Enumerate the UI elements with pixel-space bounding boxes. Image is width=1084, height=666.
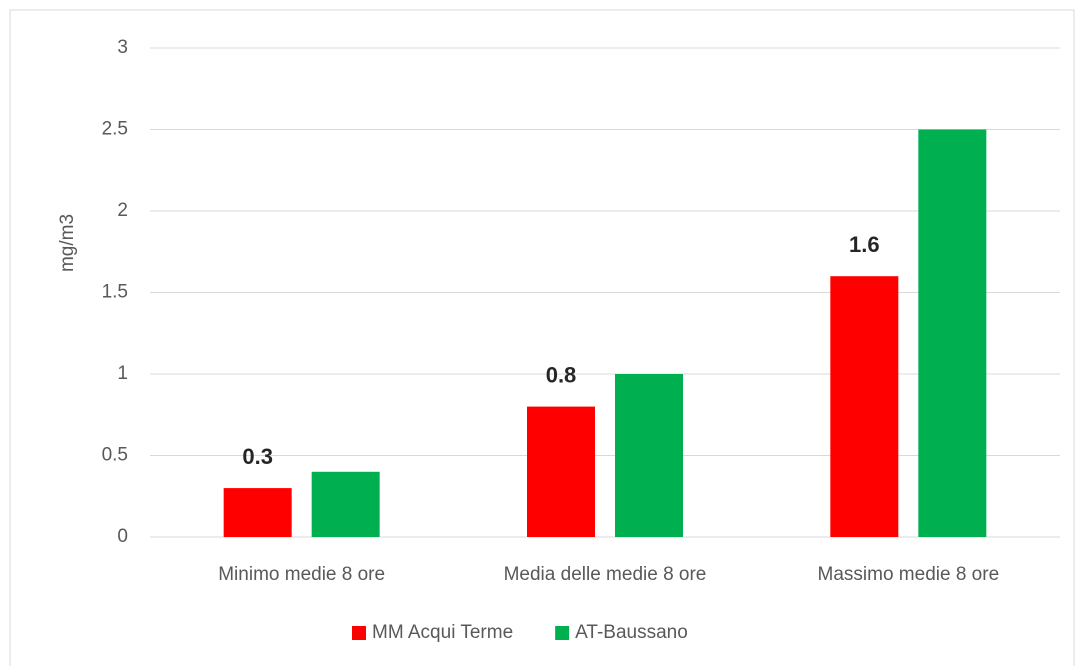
x-tick-label: Media delle medie 8 ore — [504, 564, 707, 585]
bar — [527, 406, 595, 537]
bar — [830, 276, 899, 537]
legend-swatch — [555, 626, 570, 640]
data-label: 0.8 — [546, 362, 577, 387]
legend-label: MM Acqui Terme — [372, 622, 513, 643]
bar — [918, 129, 987, 537]
bar — [311, 471, 380, 537]
y-tick-label: 1.5 — [102, 282, 128, 303]
data-label: 1.6 — [849, 232, 880, 257]
legend-swatch — [352, 626, 366, 640]
y-tick-label: 0.5 — [102, 445, 128, 466]
data-label: 0.3 — [242, 444, 273, 469]
y-tick-label: 2.5 — [102, 119, 128, 140]
y-tick-label: 0 — [117, 526, 128, 547]
bar — [615, 374, 683, 537]
x-tick-label: Minimo medie 8 ore — [218, 564, 385, 585]
y-tick-label: 2 — [117, 200, 128, 221]
x-tick-label: Massimo medie 8 ore — [818, 564, 1000, 585]
y-axis-label: mg/m3 — [57, 214, 78, 272]
y-tick-label: 3 — [117, 37, 128, 58]
legend-label: AT-Baussano — [575, 622, 688, 643]
y-tick-label: 1 — [117, 363, 128, 384]
bar — [223, 488, 292, 537]
